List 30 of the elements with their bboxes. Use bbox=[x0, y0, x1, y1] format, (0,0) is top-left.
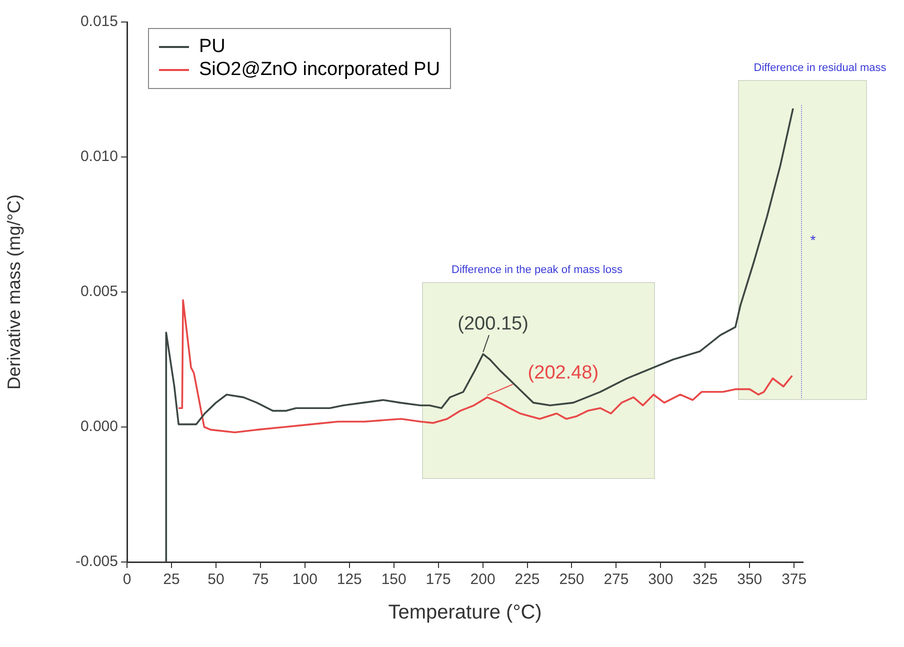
x-tick-label: 325 bbox=[692, 571, 718, 588]
annotation: Difference in residual mass bbox=[754, 62, 886, 74]
x-tick-label: 250 bbox=[559, 571, 584, 588]
x-tick-label: 375 bbox=[782, 571, 807, 588]
y-axis-title: Derivative mass (mg/°C) bbox=[4, 194, 24, 390]
y-tick-label: -0.005 bbox=[75, 553, 118, 570]
x-tick-label: 75 bbox=[252, 571, 269, 588]
x-tick-label: 50 bbox=[208, 571, 224, 588]
x-tick-label: 25 bbox=[163, 571, 180, 588]
x-tick-label: 300 bbox=[648, 571, 674, 588]
x-tick-label: 175 bbox=[426, 571, 451, 588]
y-tick-label: 0.005 bbox=[80, 283, 118, 300]
x-tick-label: 100 bbox=[292, 571, 318, 588]
legend-label: PU bbox=[199, 36, 226, 58]
x-tick-label: 275 bbox=[604, 571, 629, 588]
x-tick-label: 125 bbox=[336, 571, 362, 588]
x-tick-label: 150 bbox=[381, 571, 406, 588]
y-tick-label: 0.010 bbox=[80, 148, 118, 166]
annotation: Difference in the peak of mass loss bbox=[452, 264, 622, 276]
x-tick-label: 350 bbox=[737, 571, 762, 588]
annotation: (200.15) bbox=[458, 313, 528, 334]
text: * bbox=[810, 232, 816, 248]
x-tick-label: 200 bbox=[470, 571, 496, 588]
x-tick-label: 0 bbox=[122, 571, 132, 588]
x-tick-label: 225 bbox=[514, 571, 540, 588]
y-tick-label: 0.000 bbox=[80, 418, 118, 436]
y-tick-label: 0.015 bbox=[80, 13, 118, 30]
x-axis-title: Temperature (°C) bbox=[388, 602, 542, 624]
annotation: (202.48) bbox=[528, 362, 599, 384]
legend-label: SiO2@ZnO incorporated PU bbox=[199, 59, 440, 81]
